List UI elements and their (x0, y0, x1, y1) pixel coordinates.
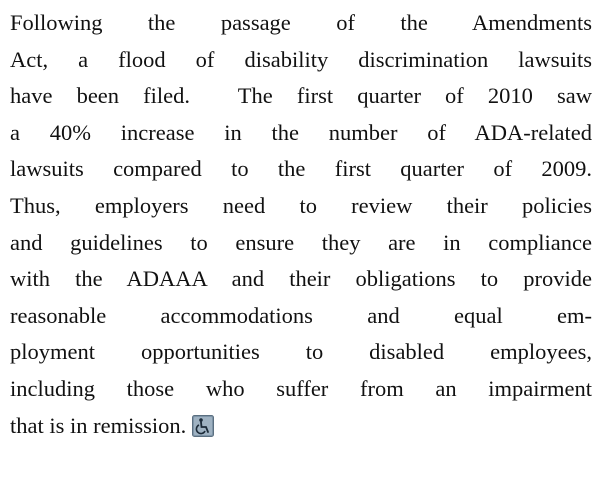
paragraph: Following the passage of the Amendments … (10, 5, 592, 444)
text-line: including those who suffer from an impai… (10, 375, 592, 401)
text-line: that is in remission. (10, 408, 592, 445)
text-line: Following the passage of the Amendments (10, 10, 592, 35)
text-line: ployment opportunities to disabled emplo… (10, 339, 592, 365)
text-line: reasonable accommodations and equal em- (10, 302, 592, 328)
text-line: and guidelines to ensure they are in com… (10, 229, 592, 255)
accessibility-icon (192, 414, 215, 437)
text-line: lawsuits compared to the first quarter o… (10, 156, 592, 182)
text-span: that is in remission. (10, 412, 187, 438)
text-line: with the ADAAA and their obligations to … (10, 266, 592, 292)
text-line: a 40% increase in the number of ADA-rela… (10, 119, 592, 145)
text-line: Act, a flood of disability discriminatio… (10, 46, 592, 72)
text-line: Thus, employers need to review their pol… (10, 192, 592, 218)
text-line: have been filed. The first quarter of 20… (10, 83, 592, 109)
